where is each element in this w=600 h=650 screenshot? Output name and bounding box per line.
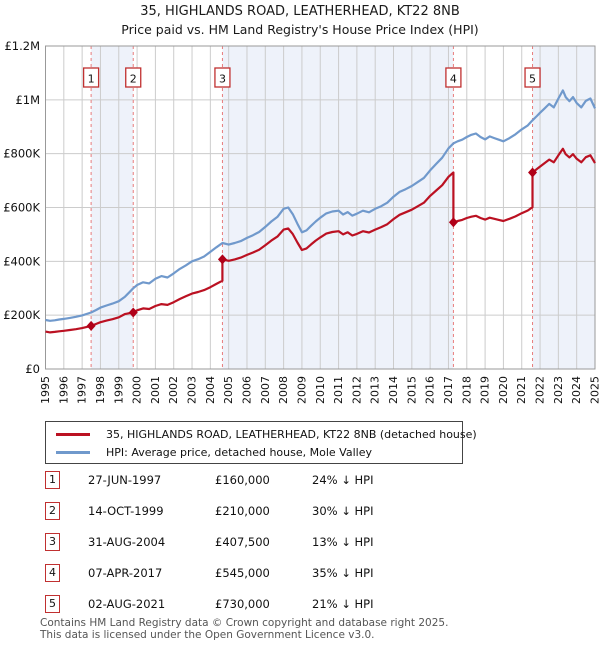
sale-date: 27-JUN-1997 (88, 473, 162, 487)
sale-number-label: 1 (88, 73, 95, 86)
y-tick-label: £1.2M (4, 40, 40, 53)
x-tick-label: 2006 (240, 376, 253, 404)
sale-number-box-5 (524, 67, 541, 88)
x-tick-label: 2009 (295, 376, 308, 404)
sale-number-badge: 5 (45, 595, 60, 613)
sale-price: £730,000 (215, 597, 270, 611)
sale-date: 14-OCT-1999 (88, 504, 164, 518)
sale-price: £407,500 (215, 535, 270, 549)
y-tick-label: £600K (3, 201, 40, 215)
x-tick-label: 2017 (442, 376, 455, 404)
x-tick-label: 1997 (76, 376, 89, 404)
sale-number-badge: 2 (45, 502, 60, 520)
legend-label-price: 35, HIGHLANDS ROAD, LEATHERHEAD, KT22 8N… (106, 427, 477, 441)
chart-legend: 35, HIGHLANDS ROAD, LEATHERHEAD, KT22 8N… (45, 421, 477, 464)
x-tick-label: 1999 (112, 376, 125, 404)
x-tick-label: 2015 (405, 376, 418, 404)
x-tick-label: 2003 (186, 376, 199, 404)
x-tick-label: 2007 (259, 376, 272, 404)
sale-number-boxes: 1 2 3 4 5 (82, 67, 541, 88)
price-line-swatch (56, 432, 90, 436)
x-tick-label: 2018 (460, 376, 473, 404)
sale-number-box-1 (82, 67, 100, 88)
x-tick-label: 2025 (589, 376, 600, 404)
x-tick-label: 2022 (534, 376, 547, 404)
sale-marker-5 (528, 167, 538, 178)
legend-item-hpi: HPI: Average price, detached house, Mole… (46, 443, 462, 461)
x-tick-label: 2011 (332, 376, 345, 404)
x-tick-label: 2005 (222, 376, 235, 404)
sale-price: £210,000 (215, 504, 270, 518)
x-tick-label: 2000 (131, 376, 144, 404)
hpi-line (45, 89, 596, 322)
x-tick-label: 2014 (387, 376, 400, 404)
table-row: 5 02-AUG-2021 £730,000 21% ↓ HPI (0, 595, 600, 615)
x-tick-label: 2002 (167, 376, 180, 404)
y-axis-labels: £0 £200K £400K £600K £800K £1M £1.2M (3, 40, 40, 376)
x-tick-label: 1998 (94, 376, 107, 404)
table-row: 2 14-OCT-1999 £210,000 30% ↓ HPI (0, 502, 600, 522)
sale-date: 31-AUG-2004 (88, 535, 166, 549)
sale-vs-hpi: 24% ↓ HPI (312, 473, 374, 487)
legend-label-hpi: HPI: Average price, detached house, Mole… (106, 445, 372, 459)
sale-date: 07-APR-2017 (88, 566, 163, 580)
sale-vs-hpi: 13% ↓ HPI (312, 535, 374, 549)
sale-number-box-4 (445, 67, 462, 88)
sale-number-label: 2 (130, 73, 137, 86)
sale-number-badge: 3 (45, 533, 60, 551)
y-tick-label: £400K (3, 254, 40, 268)
x-axis-labels: 1995 1996 1997 1998 1999 2000 2001 2002 2003 2004… (39, 376, 600, 404)
hpi-line-swatch (56, 450, 90, 454)
sale-number-badge: 4 (45, 564, 60, 582)
copyright-notice: Contains HM Land Registry data © Crown c… (40, 617, 449, 629)
y-tick-label: £800K (3, 147, 40, 161)
x-tick-label: 2024 (570, 376, 583, 404)
sale-marker-4 (448, 217, 458, 228)
y-tick-label: £200K (3, 308, 40, 322)
page-title: 35, HIGHLANDS ROAD, LEATHERHEAD, KT22 8N… (140, 4, 460, 19)
sale-vs-hpi: 30% ↓ HPI (312, 504, 374, 518)
sale-number-badge: 1 (45, 471, 60, 489)
sale-number-box-2 (125, 67, 142, 88)
sale-markers (86, 167, 538, 331)
sale-number-box-3 (214, 67, 231, 88)
x-tick-label: 2001 (149, 376, 162, 404)
table-row: 1 27-JUN-1997 £160,000 24% ↓ HPI (0, 471, 600, 491)
sale-number-label: 5 (529, 73, 536, 86)
table-row: 3 31-AUG-2004 £407,500 13% ↓ HPI (0, 533, 600, 553)
plot-border (45, 45, 596, 370)
sale-price: £160,000 (215, 473, 270, 487)
sale-marker-2 (128, 307, 138, 318)
table-row: 4 07-APR-2017 £545,000 35% ↓ HPI (0, 564, 600, 584)
sale-date: 02-AUG-2021 (88, 597, 166, 611)
x-tick-label: 1995 (39, 376, 52, 404)
x-tick-label: 2020 (497, 376, 510, 404)
legend-item-price: 35, HIGHLANDS ROAD, LEATHERHEAD, KT22 8N… (46, 425, 477, 443)
x-tick-label: 2012 (350, 376, 363, 404)
price-paid-line (45, 147, 596, 334)
x-tick-label: 2013 (369, 376, 382, 404)
sale-number-label: 4 (450, 73, 457, 86)
x-tick-label: 1996 (57, 376, 70, 404)
x-tick-label: 2008 (277, 376, 290, 404)
sale-marker-1 (86, 320, 96, 331)
sale-price: £545,000 (215, 566, 270, 580)
sale-vs-hpi: 21% ↓ HPI (312, 597, 374, 611)
x-tick-label: 2010 (314, 376, 327, 404)
x-tick-label: 2021 (515, 376, 528, 404)
x-tick-label: 2004 (204, 376, 217, 404)
licence-notice: This data is licensed under the Open Gov… (40, 629, 375, 641)
x-tick-label: 2023 (552, 376, 565, 404)
sale-number-label: 3 (219, 73, 226, 86)
x-tick-label: 2016 (424, 376, 437, 404)
y-tick-label: £0 (25, 362, 40, 376)
y-tick-label: £1M (15, 93, 40, 107)
sale-vs-hpi: 35% ↓ HPI (312, 566, 374, 580)
page-subtitle: Price paid vs. HM Land Registry's House … (121, 22, 479, 37)
x-tick-label: 2019 (479, 376, 492, 404)
